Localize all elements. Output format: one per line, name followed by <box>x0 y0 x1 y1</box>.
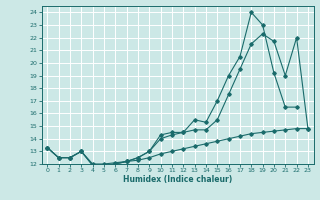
X-axis label: Humidex (Indice chaleur): Humidex (Indice chaleur) <box>123 175 232 184</box>
